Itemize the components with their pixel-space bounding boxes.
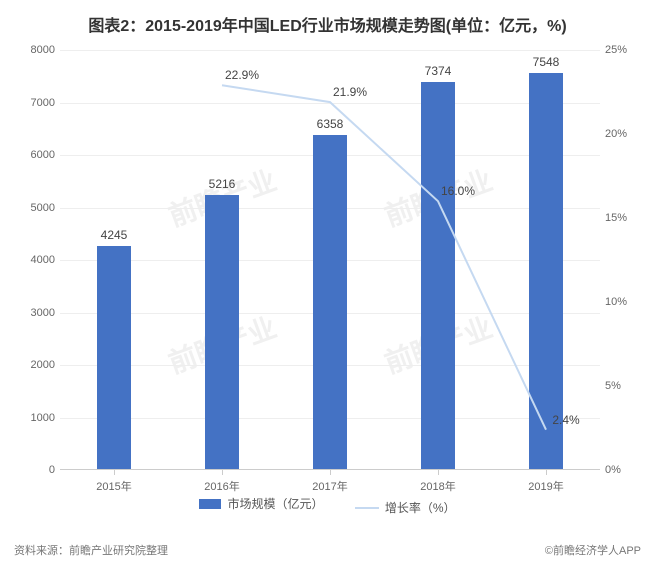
legend-item-bar: 市场规模（亿元） [199,495,323,512]
y-right-tick-label: 15% [605,212,645,224]
copyright-text: ©前瞻经济学人APP [545,542,641,558]
chart-title: 图表2：2015-2019年中国LED行业市场规模走势图(单位：亿元，%) [0,0,655,36]
y-right-tick-label: 0% [605,464,645,476]
x-tick [546,470,547,475]
x-tick-label: 2017年 [312,478,347,494]
legend-bar-label: 市场规模（亿元） [227,495,323,512]
y-left-tick-label: 6000 [15,149,55,161]
x-tick-label: 2016年 [204,478,239,494]
plot-area: 0100020003000400050006000700080000%5%10%… [60,50,600,470]
footer: 资料来源：前瞻产业研究院整理 ©前瞻经济学人APP [14,542,641,558]
x-tick-label: 2018年 [420,478,455,494]
source-text: 资料来源：前瞻产业研究院整理 [14,542,168,558]
x-tick [222,470,223,475]
legend-line-swatch [355,507,379,509]
y-left-tick-label: 4000 [15,254,55,266]
y-left-tick-label: 0 [15,464,55,476]
line-layer [60,50,600,470]
x-tick [438,470,439,475]
legend: 市场规模（亿元） 增长率（%） [0,495,655,516]
y-left-tick-label: 5000 [15,202,55,214]
y-right-tick-label: 10% [605,296,645,308]
line-value-label: 21.9% [333,85,367,99]
legend-line-label: 增长率（%） [385,499,456,516]
y-right-tick-label: 20% [605,128,645,140]
growth-line [222,85,546,429]
legend-item-line: 增长率（%） [355,499,456,516]
x-tick-label: 2019年 [528,478,563,494]
y-right-tick-label: 5% [605,380,645,392]
chart-area: 前瞻产业 前瞻产业 前瞻产业 前瞻产业 01000200030004000500… [60,50,600,470]
y-left-tick-label: 3000 [15,307,55,319]
y-left-tick-label: 8000 [15,44,55,56]
line-value-label: 16.0% [441,184,475,198]
x-tick [114,470,115,475]
line-value-label: 22.9% [225,68,259,82]
y-left-tick-label: 1000 [15,412,55,424]
y-right-tick-label: 25% [605,44,645,56]
x-tick [330,470,331,475]
y-left-tick-label: 7000 [15,97,55,109]
y-left-tick-label: 2000 [15,359,55,371]
x-tick-label: 2015年 [96,478,131,494]
line-value-label: 2.4% [552,413,579,427]
legend-bar-swatch [199,499,221,509]
